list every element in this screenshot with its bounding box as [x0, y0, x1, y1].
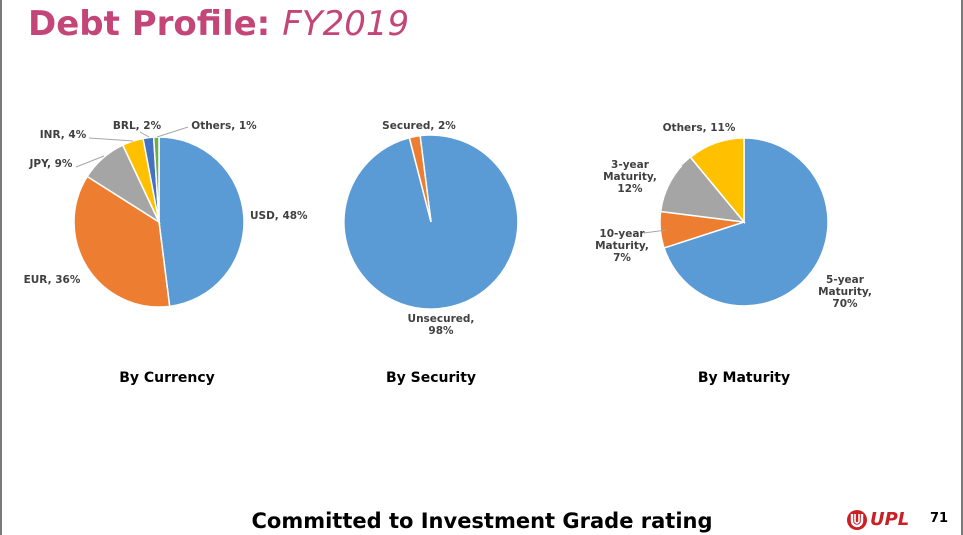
- pie-slice-currency-1: [73, 175, 171, 308]
- data-label-currency-1: EUR, 36%: [24, 274, 81, 286]
- pie-slice-currency-5: [152, 136, 160, 223]
- data-label-maturity-0: 5-year Maturity, 70%: [818, 274, 872, 310]
- chart-title-maturity: By Maturity: [697, 370, 791, 386]
- data-label-currency-5: Others, 1%: [191, 120, 257, 132]
- data-label-currency-0: USD, 48%: [250, 210, 308, 222]
- pie-slice-maturity-3: [689, 137, 745, 225]
- data-label-maturity-3: Others, 11%: [663, 122, 736, 134]
- data-label-security-1: Secured, 2%: [382, 120, 456, 132]
- data-label-maturity-2: 3-year Maturity, 12%: [603, 159, 657, 195]
- upl-logo-mark-icon: [847, 510, 867, 530]
- leader-line-currency-3: [88, 137, 134, 142]
- footer-tagline: Committed to Investment Grade rating: [251, 509, 713, 533]
- data-label-security-0: Unsecured, 98%: [408, 313, 475, 337]
- page-number: 71: [930, 511, 949, 526]
- logo-text: UPL: [870, 509, 910, 530]
- upl-logo: UPL: [846, 509, 916, 531]
- data-label-currency-2: JPY, 9%: [29, 158, 73, 170]
- data-label-currency-3: INR, 4%: [40, 129, 87, 141]
- leader-line-currency-2: [75, 155, 105, 168]
- title-sub: FY2019: [282, 4, 410, 44]
- slide-border-left: [0, 0, 2, 535]
- pie-slice-security-1: [408, 134, 432, 223]
- slide-border-right: [961, 0, 963, 535]
- pie-slice-maturity-0: [663, 137, 829, 307]
- leader-line-currency-4: [139, 131, 150, 138]
- title-main: Debt Profile:: [28, 4, 271, 44]
- slide-title: Debt Profile: FY2019: [28, 2, 409, 46]
- data-label-maturity-1: 10-year Maturity, 7%: [595, 228, 649, 264]
- leader-line-maturity-1: [643, 229, 667, 234]
- pie-slice-currency-0: [158, 136, 245, 308]
- pie-slice-maturity-2: [659, 156, 746, 223]
- chart-title-security: By Security: [385, 370, 477, 386]
- leader-line-currency-5: [156, 126, 189, 138]
- data-label-currency-4: BRL, 2%: [113, 120, 162, 132]
- chart-title-currency: By Currency: [119, 370, 215, 386]
- leader-line-maturity-2: [681, 156, 693, 167]
